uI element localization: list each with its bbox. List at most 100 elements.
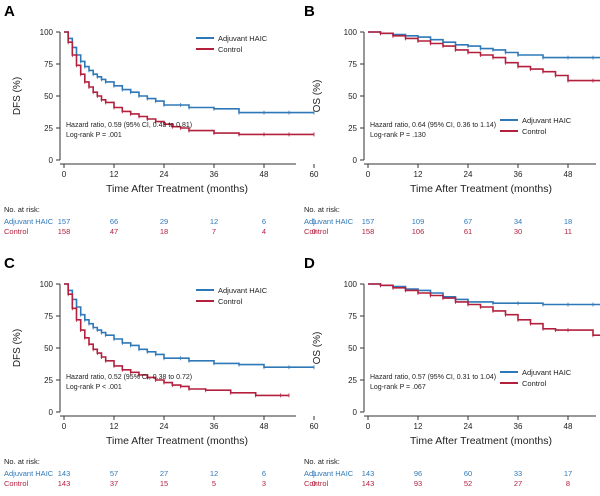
x-tick-label: 60 (310, 170, 319, 179)
panel-label: B (304, 3, 315, 20)
y-tick-label: 50 (348, 344, 357, 353)
stats-text: Log-rank P < .001 (66, 384, 122, 391)
x-axis-label: Time After Treatment (months) (106, 183, 248, 195)
x-tick-label: 12 (110, 170, 119, 179)
legend-label: Adjuvant HAIC (218, 34, 268, 43)
risk-row-label: Adjuvant HAIC (304, 217, 354, 226)
risk-count: 8 (566, 479, 570, 488)
y-axis-label: OS (%) (312, 80, 323, 113)
x-tick-label: 0 (62, 422, 67, 431)
stats-text: Hazard ratio, 0.57 (95% CI, 0.31 to 1.04… (370, 374, 496, 381)
y-axis-label: DFS (%) (12, 77, 23, 115)
risk-count: 61 (464, 227, 472, 236)
y-tick-label: 100 (40, 280, 54, 289)
risk-title: No. at risk: (4, 457, 40, 466)
x-tick-label: 12 (110, 422, 119, 431)
risk-count: 106 (412, 227, 425, 236)
legend-label: Control (218, 297, 243, 306)
risk-count: 47 (110, 227, 118, 236)
legend-label: Adjuvant HAIC (522, 368, 572, 377)
y-axis-label: DFS (%) (12, 329, 23, 367)
risk-row-label: Control (4, 227, 29, 236)
risk-count: 66 (110, 217, 118, 226)
series-line-haic (368, 31, 600, 59)
risk-count: 60 (464, 469, 472, 478)
risk-count: 12 (210, 217, 218, 226)
risk-count: 93 (414, 479, 422, 488)
y-tick-label: 100 (344, 280, 358, 289)
risk-count: 5 (212, 479, 216, 488)
legend-label: Control (218, 45, 243, 54)
x-tick-label: 48 (260, 170, 269, 179)
risk-count: 18 (160, 227, 168, 236)
y-tick-label: 50 (44, 92, 53, 101)
x-tick-label: 24 (160, 422, 169, 431)
risk-title: No. at risk: (4, 205, 40, 214)
y-tick-label: 50 (44, 344, 53, 353)
risk-count: 7 (212, 227, 216, 236)
x-tick-label: 36 (210, 422, 219, 431)
x-tick-label: 24 (464, 422, 473, 431)
x-tick-label: 36 (514, 170, 523, 179)
y-tick-label: 0 (49, 408, 54, 417)
risk-count: 67 (464, 217, 472, 226)
risk-count: 34 (514, 217, 522, 226)
risk-count: 33 (514, 469, 522, 478)
risk-count: 27 (160, 469, 168, 478)
risk-count: 6 (262, 469, 266, 478)
y-tick-label: 25 (348, 124, 357, 133)
risk-row-label: Adjuvant HAIC (4, 469, 54, 478)
risk-count: 157 (58, 217, 71, 226)
x-tick-label: 0 (366, 422, 371, 431)
series-line-haic (368, 283, 600, 306)
risk-count: 143 (58, 479, 71, 488)
stats-text: Log-rank P = .130 (370, 132, 426, 139)
risk-count: 158 (362, 227, 375, 236)
risk-count: 12 (210, 469, 218, 478)
x-tick-label: 24 (160, 170, 169, 179)
panel-label: C (4, 255, 15, 272)
risk-count: 57 (110, 469, 118, 478)
risk-row-label: Adjuvant HAIC (4, 217, 54, 226)
y-tick-label: 0 (49, 156, 54, 165)
series-line-haic (64, 283, 314, 368)
risk-count: 1 (312, 217, 316, 226)
series-line-control (368, 283, 600, 336)
risk-count: 0 (312, 479, 316, 488)
risk-count: 158 (58, 227, 71, 236)
risk-count: 143 (362, 479, 375, 488)
panel-d: D 0 25 50 75 100 0 12 24 36 48 60 OS (%) Time After T… (304, 255, 600, 488)
risk-row-label: Control (304, 479, 329, 488)
risk-row-label: Control (4, 479, 29, 488)
risk-count: 1 (312, 469, 316, 478)
risk-count: 4 (262, 227, 266, 236)
x-tick-label: 36 (514, 422, 523, 431)
stats-text: Log-rank P = .001 (66, 132, 122, 139)
risk-count: 109 (412, 217, 425, 226)
y-tick-label: 100 (344, 28, 358, 37)
risk-count: 143 (362, 469, 375, 478)
y-tick-label: 75 (348, 60, 357, 69)
panel-b: B 0 25 50 75 100 0 12 24 36 48 60 OS (%) Time After T… (304, 3, 600, 236)
risk-row-label: Adjuvant HAIC (304, 469, 354, 478)
x-tick-label: 48 (564, 422, 573, 431)
x-axis-label: Time After Treatment (months) (106, 435, 248, 447)
risk-row-label: Control (304, 227, 329, 236)
y-tick-label: 25 (44, 376, 53, 385)
y-tick-label: 0 (353, 156, 358, 165)
panel-label: D (304, 255, 315, 272)
risk-count: 3 (262, 479, 266, 488)
legend-label: Control (522, 379, 547, 388)
y-tick-label: 75 (44, 312, 53, 321)
risk-count: 15 (160, 479, 168, 488)
stats-text: Hazard ratio, 0.64 (95% CI, 0.36 to 1.14… (370, 122, 496, 129)
y-tick-label: 25 (348, 376, 357, 385)
risk-count: 37 (110, 479, 118, 488)
y-tick-label: 75 (348, 312, 357, 321)
x-tick-label: 12 (414, 422, 423, 431)
stats-text: Hazard ratio, 0.52 (95% CI, 0.38 to 0.72… (66, 374, 192, 381)
risk-count: 17 (564, 469, 572, 478)
y-tick-label: 0 (353, 408, 358, 417)
